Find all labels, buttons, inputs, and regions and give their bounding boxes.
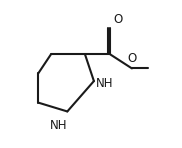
Text: NH: NH [96, 77, 113, 90]
Text: NH: NH [50, 119, 68, 132]
Text: O: O [114, 13, 123, 26]
Text: O: O [127, 52, 136, 65]
